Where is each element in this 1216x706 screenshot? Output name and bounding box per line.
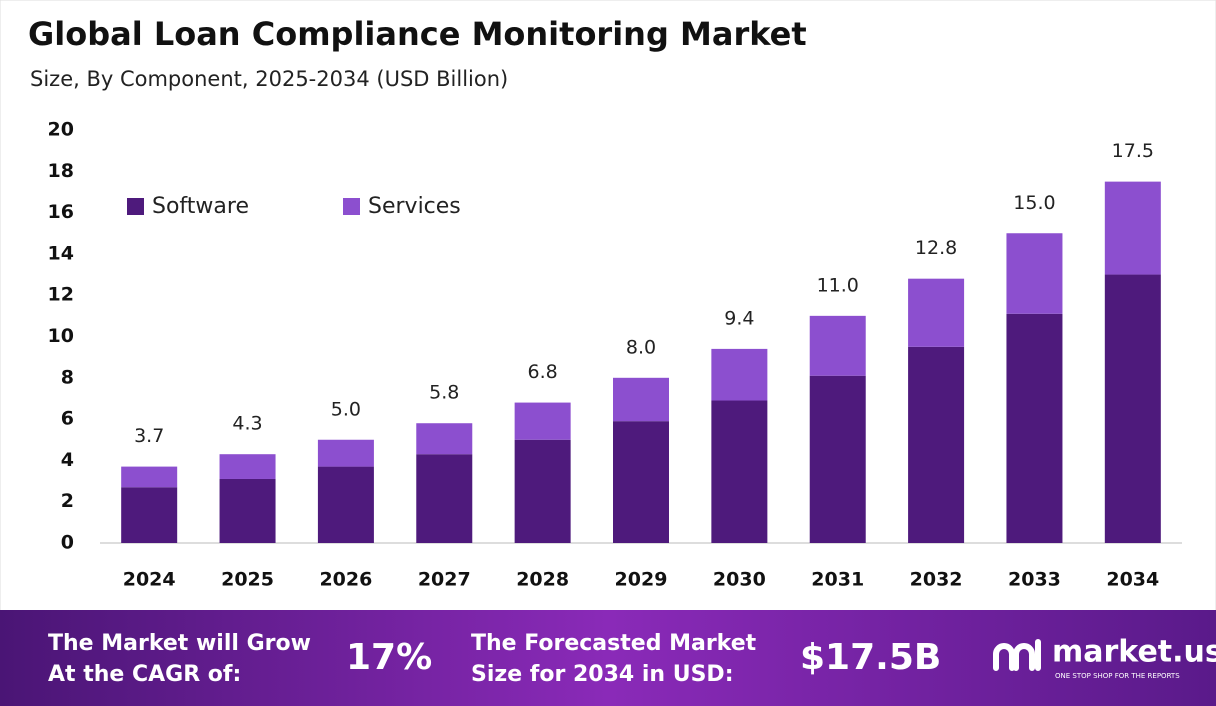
bar-segment	[121, 487, 178, 543]
y-tick-label: 14	[48, 242, 74, 264]
bar-segment	[1104, 181, 1161, 275]
bar-segment	[908, 346, 965, 543]
cagr-label: The Market will Grow	[48, 631, 311, 656]
y-tick-label: 12	[48, 284, 74, 306]
y-tick-label: 4	[61, 449, 74, 471]
total-label: 11.0	[817, 274, 859, 296]
total-label: 15.0	[1013, 192, 1055, 214]
legend-swatch	[127, 198, 144, 215]
x-tick-label: 2027	[418, 569, 471, 591]
x-tick-label: 2032	[910, 569, 963, 591]
forecast-value: $17.5B	[800, 637, 941, 678]
chart-title: Global Loan Compliance Monitoring Market	[28, 15, 807, 53]
bar-segment	[514, 439, 571, 543]
x-tick-label: 2030	[713, 569, 766, 591]
cagr-value: 17%	[346, 637, 432, 678]
bar-segment	[219, 454, 276, 479]
bar-segment	[908, 278, 965, 347]
y-tick-label: 8	[61, 366, 74, 388]
logo: market.us	[1052, 635, 1216, 670]
total-label: 6.8	[528, 361, 558, 383]
y-tick-label: 6	[61, 408, 74, 430]
bar-segment	[121, 466, 178, 488]
legend-label: Services	[368, 194, 461, 219]
y-tick-label: 18	[48, 160, 74, 182]
y-tick-label: 20	[48, 119, 74, 141]
x-tick-label: 2029	[615, 569, 668, 591]
bar-segment	[613, 421, 669, 543]
bar-segment	[317, 466, 374, 543]
x-tick-label: 2033	[1008, 569, 1061, 591]
forecast-label: The Forecasted Market	[471, 631, 757, 656]
total-label: 3.7	[134, 425, 164, 447]
bar-segment	[1104, 274, 1161, 543]
total-label: 9.4	[724, 307, 754, 329]
legend-label: Software	[152, 194, 249, 219]
bar-segment	[809, 375, 866, 543]
total-label: 5.0	[331, 398, 361, 420]
logo-tagline: ONE STOP SHOP FOR THE REPORTS	[1055, 672, 1180, 680]
total-label: 17.5	[1112, 140, 1154, 162]
x-tick-label: 2024	[123, 569, 176, 591]
bar-segment	[809, 315, 866, 376]
bar-segment	[711, 400, 768, 543]
y-tick-label: 16	[48, 201, 74, 223]
y-tick-label: 0	[61, 532, 74, 554]
bar-segment	[317, 439, 374, 467]
bar-segment	[613, 377, 669, 422]
bar-segment	[711, 348, 768, 401]
x-tick-label: 2028	[516, 569, 569, 591]
bar-segment	[1006, 233, 1063, 314]
x-tick-label: 2026	[319, 569, 372, 591]
bar-segment	[416, 423, 473, 455]
banner-content: The Market will Grow At the CAGR of: 17% Th…	[48, 631, 1216, 687]
total-label: 12.8	[915, 237, 957, 259]
bar-segment	[219, 478, 276, 543]
bar-segment	[1006, 313, 1063, 543]
x-tick-label: 2031	[811, 569, 864, 591]
total-label: 8.0	[626, 336, 656, 358]
y-tick-label: 2	[61, 490, 74, 512]
chart-subtitle: Size, By Component, 2025-2034 (USD Billi…	[30, 67, 508, 91]
legend-swatch	[343, 198, 360, 215]
cagr-label: At the CAGR of:	[48, 662, 241, 687]
bar-segment	[514, 402, 571, 440]
bar-segment	[416, 454, 473, 543]
total-label: 4.3	[232, 413, 262, 435]
logo-icon	[993, 639, 1041, 671]
x-tick-label: 2034	[1106, 569, 1159, 591]
x-tick-label: 2025	[221, 569, 274, 591]
y-tick-label: 10	[48, 325, 74, 347]
total-label: 5.8	[429, 382, 459, 404]
forecast-label: Size for 2034 in USD:	[471, 662, 734, 687]
